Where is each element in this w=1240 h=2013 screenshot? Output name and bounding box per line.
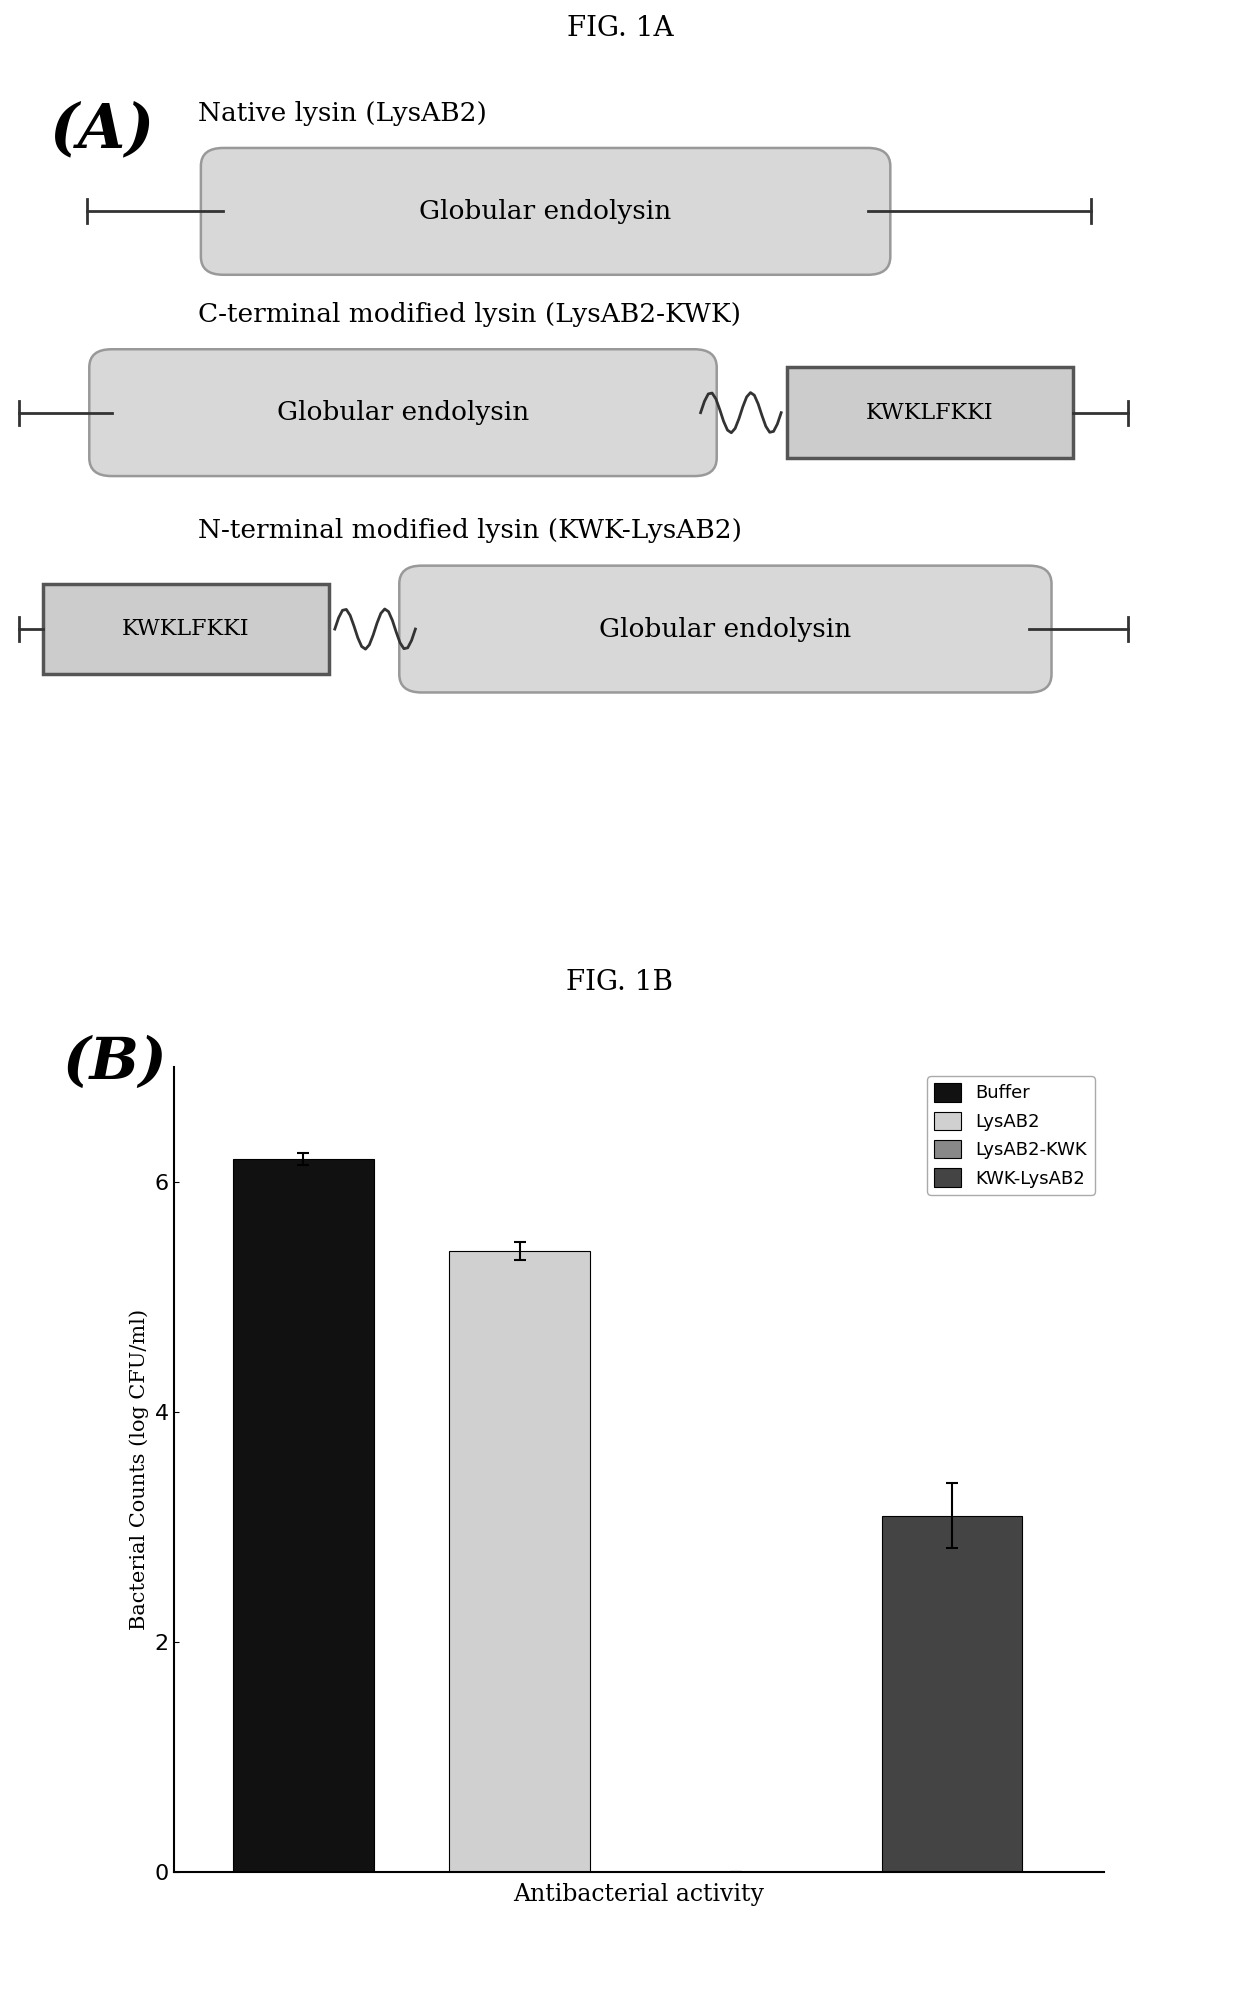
Text: KWKLFKKI: KWKLFKKI [123, 618, 249, 640]
Y-axis label: Bacterial Counts (log CFU/ml): Bacterial Counts (log CFU/ml) [129, 1308, 149, 1631]
Bar [449, 1250, 590, 1872]
Text: Globular endolysin: Globular endolysin [599, 616, 852, 642]
Text: (B): (B) [62, 1035, 166, 1091]
FancyBboxPatch shape [787, 366, 1073, 459]
Text: Native lysin (LysAB2): Native lysin (LysAB2) [198, 101, 487, 125]
Text: KWKLFKKI: KWKLFKKI [867, 403, 993, 423]
Legend: Buffer, LysAB2, LysAB2-KWK, KWK-LysAB2: Buffer, LysAB2, LysAB2-KWK, KWK-LysAB2 [928, 1075, 1095, 1196]
Bar [233, 1159, 373, 1872]
Text: FIG. 1B: FIG. 1B [567, 970, 673, 996]
Text: FIG. 1A: FIG. 1A [567, 14, 673, 42]
Text: N-terminal modified lysin (KWK-LysAB2): N-terminal modified lysin (KWK-LysAB2) [198, 519, 743, 544]
Bar [882, 1516, 1023, 1872]
FancyBboxPatch shape [43, 584, 329, 674]
Text: Globular endolysin: Globular endolysin [277, 401, 529, 425]
FancyBboxPatch shape [399, 566, 1052, 692]
FancyBboxPatch shape [201, 147, 890, 274]
FancyBboxPatch shape [89, 350, 717, 475]
Text: C-terminal modified lysin (LysAB2-KWK): C-terminal modified lysin (LysAB2-KWK) [198, 302, 742, 326]
Text: (A): (A) [50, 101, 155, 161]
X-axis label: Antibacterial activity: Antibacterial activity [513, 1884, 764, 1906]
Text: Globular endolysin: Globular endolysin [419, 199, 672, 223]
